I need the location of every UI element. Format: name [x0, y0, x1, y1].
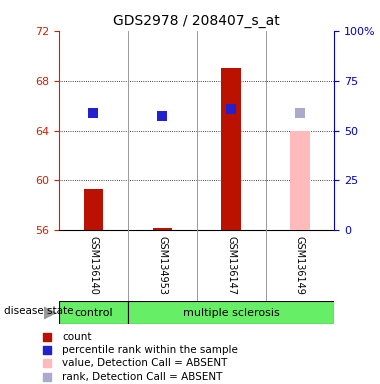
Point	[159, 113, 165, 119]
Bar	[290, 131, 310, 230]
Text: GSM136149: GSM136149	[295, 236, 305, 295]
Text: rank, Detection Call = ABSENT: rank, Detection Call = ABSENT	[62, 372, 222, 382]
Point	[90, 110, 97, 116]
Text: multiple sclerosis: multiple sclerosis	[183, 308, 279, 318]
Text: GSM136140: GSM136140	[88, 236, 98, 295]
Title: GDS2978 / 208407_s_at: GDS2978 / 208407_s_at	[113, 14, 280, 28]
Text: percentile rank within the sample: percentile rank within the sample	[62, 345, 238, 355]
Bar	[152, 228, 172, 230]
Point	[251, 287, 257, 293]
Bar	[222, 68, 241, 230]
Text: value, Detection Call = ABSENT: value, Detection Call = ABSENT	[62, 358, 227, 368]
Bar	[84, 189, 103, 230]
Point	[251, 44, 257, 50]
Text: GSM134953: GSM134953	[157, 236, 167, 295]
Text: disease state: disease state	[4, 306, 73, 316]
Point	[297, 110, 303, 116]
Text: GSM136147: GSM136147	[226, 236, 236, 295]
Point	[228, 106, 234, 113]
Text: count: count	[62, 332, 92, 342]
Point	[251, 166, 257, 172]
Bar	[59, 301, 128, 324]
Text: control: control	[74, 308, 112, 318]
Polygon shape	[44, 306, 57, 319]
Bar	[128, 301, 334, 324]
